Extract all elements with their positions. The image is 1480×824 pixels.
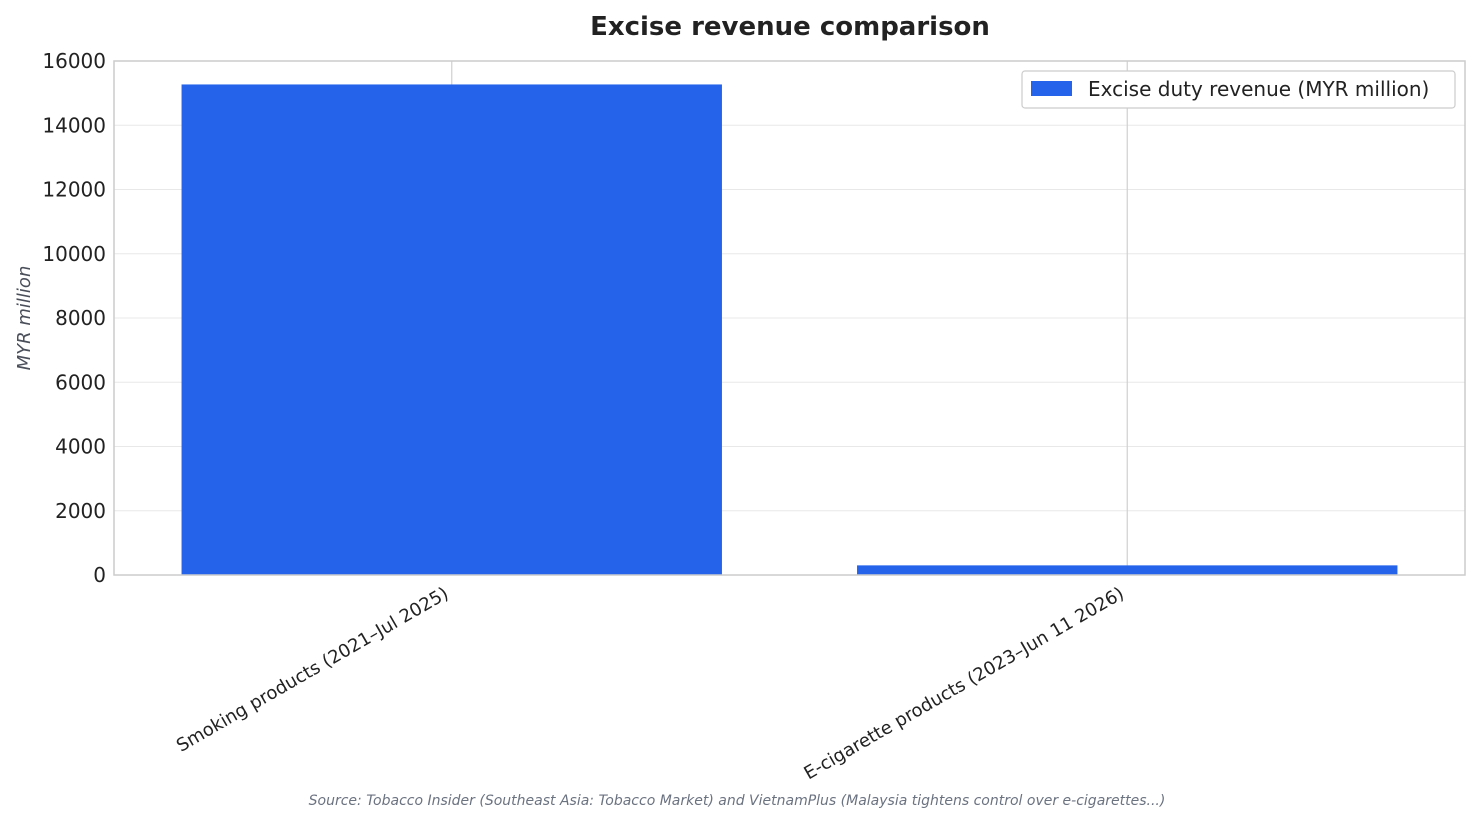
plot-frame: [113, 60, 1466, 576]
chart-title: Excise revenue comparison: [590, 12, 990, 42]
legend: Excise duty revenue (MYR million): [1021, 70, 1456, 109]
x-axis-ticks: Smoking products (2021–Jul 2025) E-cigare…: [173, 583, 1128, 784]
y-tick-label: 8000: [55, 306, 106, 330]
y-tick-label: 6000: [55, 370, 106, 394]
bars: [181, 84, 1398, 576]
y-axis-label: MYR million: [14, 266, 35, 371]
y-tick-label: 10000: [42, 242, 106, 266]
legend-box: [1021, 70, 1456, 109]
bar: [181, 84, 722, 576]
x-tick-label: E-cigarette products (2023–Jun 11 2026): [801, 583, 1128, 784]
y-tick-label: 12000: [42, 178, 106, 202]
bar: [857, 565, 1398, 575]
y-tick-label: 0: [93, 563, 106, 587]
y-axis-ticks: 0 2000 4000 6000 8000 10000 12000 14000 16000: [42, 49, 106, 587]
legend-label: Excise duty revenue (MYR million): [1088, 77, 1429, 101]
legend-swatch: [1031, 81, 1072, 96]
y-tick-label: 4000: [55, 435, 106, 459]
y-tick-label: 16000: [42, 49, 106, 73]
source-note: Source: Tobacco Insider (Southeast Asia:…: [309, 793, 1166, 809]
y-tick-label: 2000: [55, 499, 106, 523]
y-tick-label: 14000: [42, 113, 106, 137]
x-tick-label: Smoking products (2021–Jul 2025): [173, 583, 452, 756]
